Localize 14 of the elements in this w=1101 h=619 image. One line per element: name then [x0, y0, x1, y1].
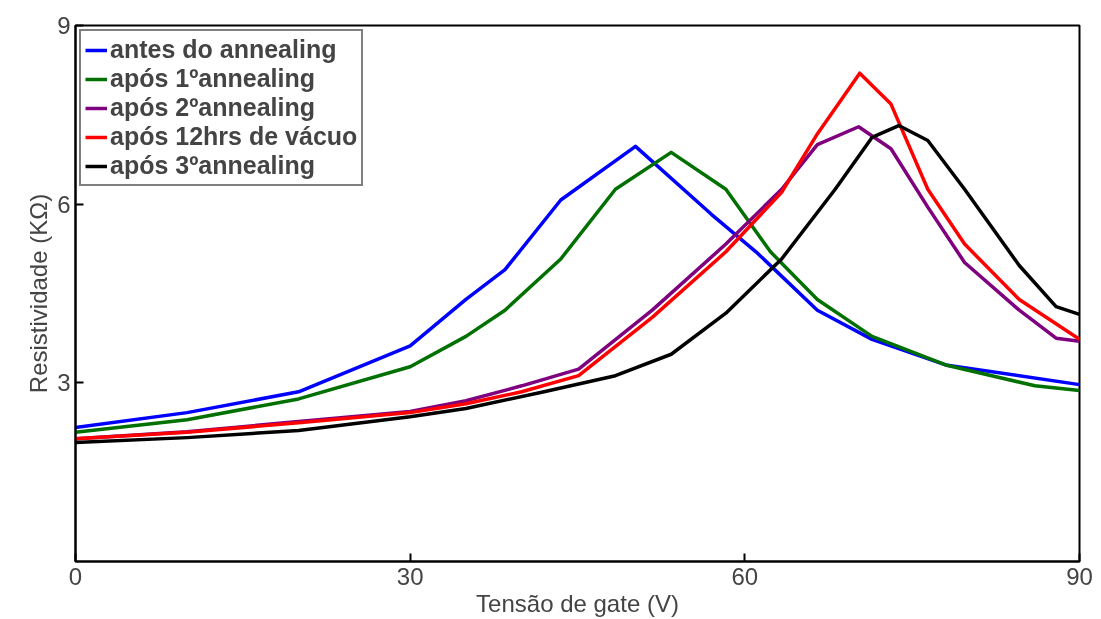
y-axis-title: Resistividade (KΩ): [25, 193, 53, 394]
legend-label: após 12hrs de vácuo: [110, 122, 358, 151]
legend-label: antes do annealing: [110, 35, 337, 64]
y-tick-label: 6: [57, 190, 71, 218]
x-axis-title: Tensão de gate (V): [476, 589, 679, 617]
legend-label: após 2ºannealing: [110, 93, 316, 122]
legend-label: após 1ºannealing: [110, 64, 316, 93]
x-tick-label: 90: [1066, 562, 1093, 590]
x-tick-label: 30: [396, 562, 424, 590]
x-tick-label: 60: [731, 562, 759, 590]
legend-label: após 3ºannealing: [110, 151, 316, 180]
x-tick-label: 0: [68, 562, 83, 590]
y-tick-label: 3: [57, 369, 71, 397]
y-tick-label: 9: [57, 12, 71, 39]
